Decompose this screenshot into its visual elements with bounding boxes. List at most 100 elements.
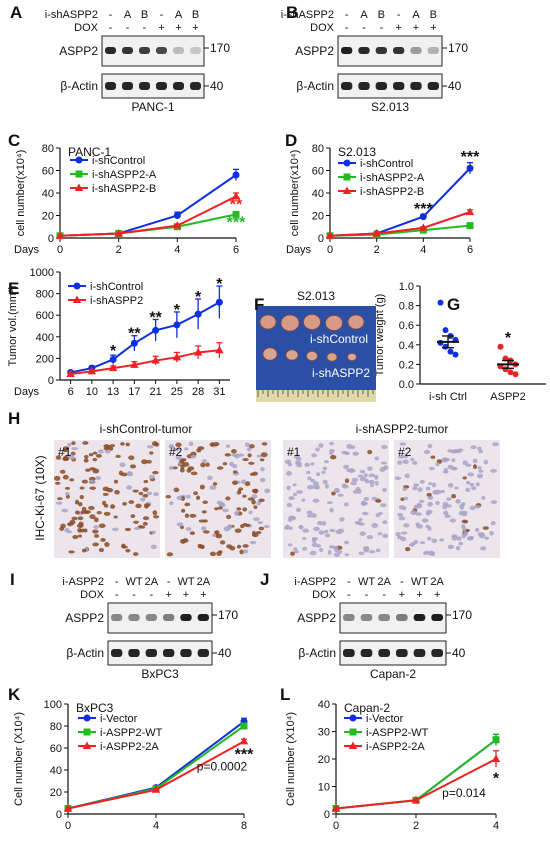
nucleus (452, 448, 459, 454)
protein-band (358, 47, 370, 54)
nucleus (489, 468, 497, 473)
nucleus (431, 482, 437, 488)
annotation: p=0.014 (442, 786, 486, 800)
nucleus (470, 486, 477, 491)
ki67-positive-nucleus (93, 517, 99, 523)
protein-band (343, 614, 355, 621)
annotation: *** (235, 747, 254, 764)
nucleus (260, 477, 266, 483)
ki67-positive-nucleus (82, 441, 89, 445)
ki67-positive-nucleus (181, 508, 186, 513)
ki67-positive-nucleus (71, 441, 76, 446)
nucleus (447, 449, 454, 453)
y-tick-label: 800 (36, 289, 54, 301)
nucleus (302, 536, 307, 541)
lane-label: + (434, 589, 440, 601)
row-label: i-ASPP2 (62, 576, 104, 588)
nucleus (470, 445, 477, 450)
nucleus (329, 507, 334, 513)
nucleus (358, 517, 363, 522)
nucleus (397, 512, 404, 517)
legend-label: i-shASPP2-A (92, 169, 157, 181)
sample-tag: #2 (398, 445, 412, 459)
ki67-positive-nucleus (290, 551, 295, 556)
data-point (232, 210, 240, 218)
panel-letter-B: B (286, 3, 298, 22)
nucleus (324, 533, 331, 538)
y-tick-label: 80 (42, 143, 54, 155)
data-point (130, 360, 139, 368)
photo-label: i-shASPP2 (312, 366, 370, 380)
data-point (173, 321, 181, 329)
ki67-positive-nucleus (80, 510, 85, 515)
ki67-positive-nucleus (258, 498, 265, 503)
nucleus (344, 553, 350, 557)
data-point (325, 231, 335, 239)
legend-marker (72, 295, 82, 303)
tumor (326, 352, 338, 362)
nucleus (309, 550, 317, 556)
blot-strip-target (107, 602, 213, 634)
ki67-positive-nucleus (88, 505, 95, 511)
lane-label: - (345, 22, 349, 34)
ki67-positive-nucleus (142, 521, 148, 526)
lane-label: - (397, 9, 401, 21)
ki67-positive-nucleus (108, 446, 114, 451)
nucleus (126, 471, 133, 477)
y-tick-label: 0 (56, 809, 62, 821)
nucleus (395, 531, 401, 537)
lane-label: WT (358, 576, 375, 588)
ki67-positive-nucleus (142, 487, 149, 492)
nucleus (321, 470, 326, 474)
data-point (240, 722, 248, 730)
data-point (130, 339, 138, 347)
nucleus (295, 461, 302, 466)
actin-band (163, 649, 175, 657)
ki67-positive-nucleus (184, 513, 190, 518)
ki67-positive-nucleus (248, 461, 255, 465)
ki67-positive-nucleus (253, 505, 258, 509)
nucleus (329, 441, 335, 446)
ki67-positive-nucleus (92, 451, 98, 455)
ki67-positive-nucleus (81, 548, 87, 553)
x-tick-label: 2 (116, 244, 122, 256)
ki67-positive-nucleus (122, 502, 128, 506)
nucleus (402, 487, 408, 491)
nucleus (295, 507, 302, 512)
nucleus (287, 543, 293, 547)
ki67-positive-nucleus (426, 492, 432, 497)
nucleus (237, 453, 245, 457)
x-axis-label: Days (286, 244, 312, 256)
ki67-positive-nucleus (59, 526, 65, 531)
ki67-positive-nucleus (133, 552, 139, 556)
nucleus (434, 489, 442, 495)
ki67-positive-nucleus (405, 547, 411, 552)
ki67-positive-nucleus (212, 482, 218, 486)
nucleus (398, 455, 405, 459)
nucleus (412, 461, 418, 465)
nucleus (442, 457, 448, 461)
annotation: ** (149, 309, 162, 326)
nucleus (98, 449, 104, 454)
ihc-image: #2 (394, 440, 500, 558)
annotation: p=0.0002 (197, 760, 248, 774)
nucleus (447, 482, 454, 488)
y-axis-label: Cell number (X10⁴) (285, 712, 297, 806)
nucleus (469, 482, 475, 487)
legend-label: i-ASPP2-2A (366, 741, 425, 753)
nucleus (126, 485, 133, 490)
lane-label: - (362, 22, 366, 34)
nucleus (65, 491, 70, 496)
ki67-positive-nucleus (259, 458, 265, 462)
legend-label: i-shASPP2 (90, 295, 143, 307)
lane-label: 2A (145, 576, 159, 588)
data-point (55, 231, 65, 239)
ki67-positive-nucleus (92, 529, 99, 534)
y-axis-label: cell number(x10⁴) (289, 150, 301, 237)
nucleus (461, 502, 466, 506)
nucleus (95, 475, 101, 481)
panel-letter-F: F (254, 295, 264, 314)
nucleus (427, 482, 433, 486)
band-label: ASPP2 (295, 44, 334, 58)
data-point (491, 754, 501, 762)
